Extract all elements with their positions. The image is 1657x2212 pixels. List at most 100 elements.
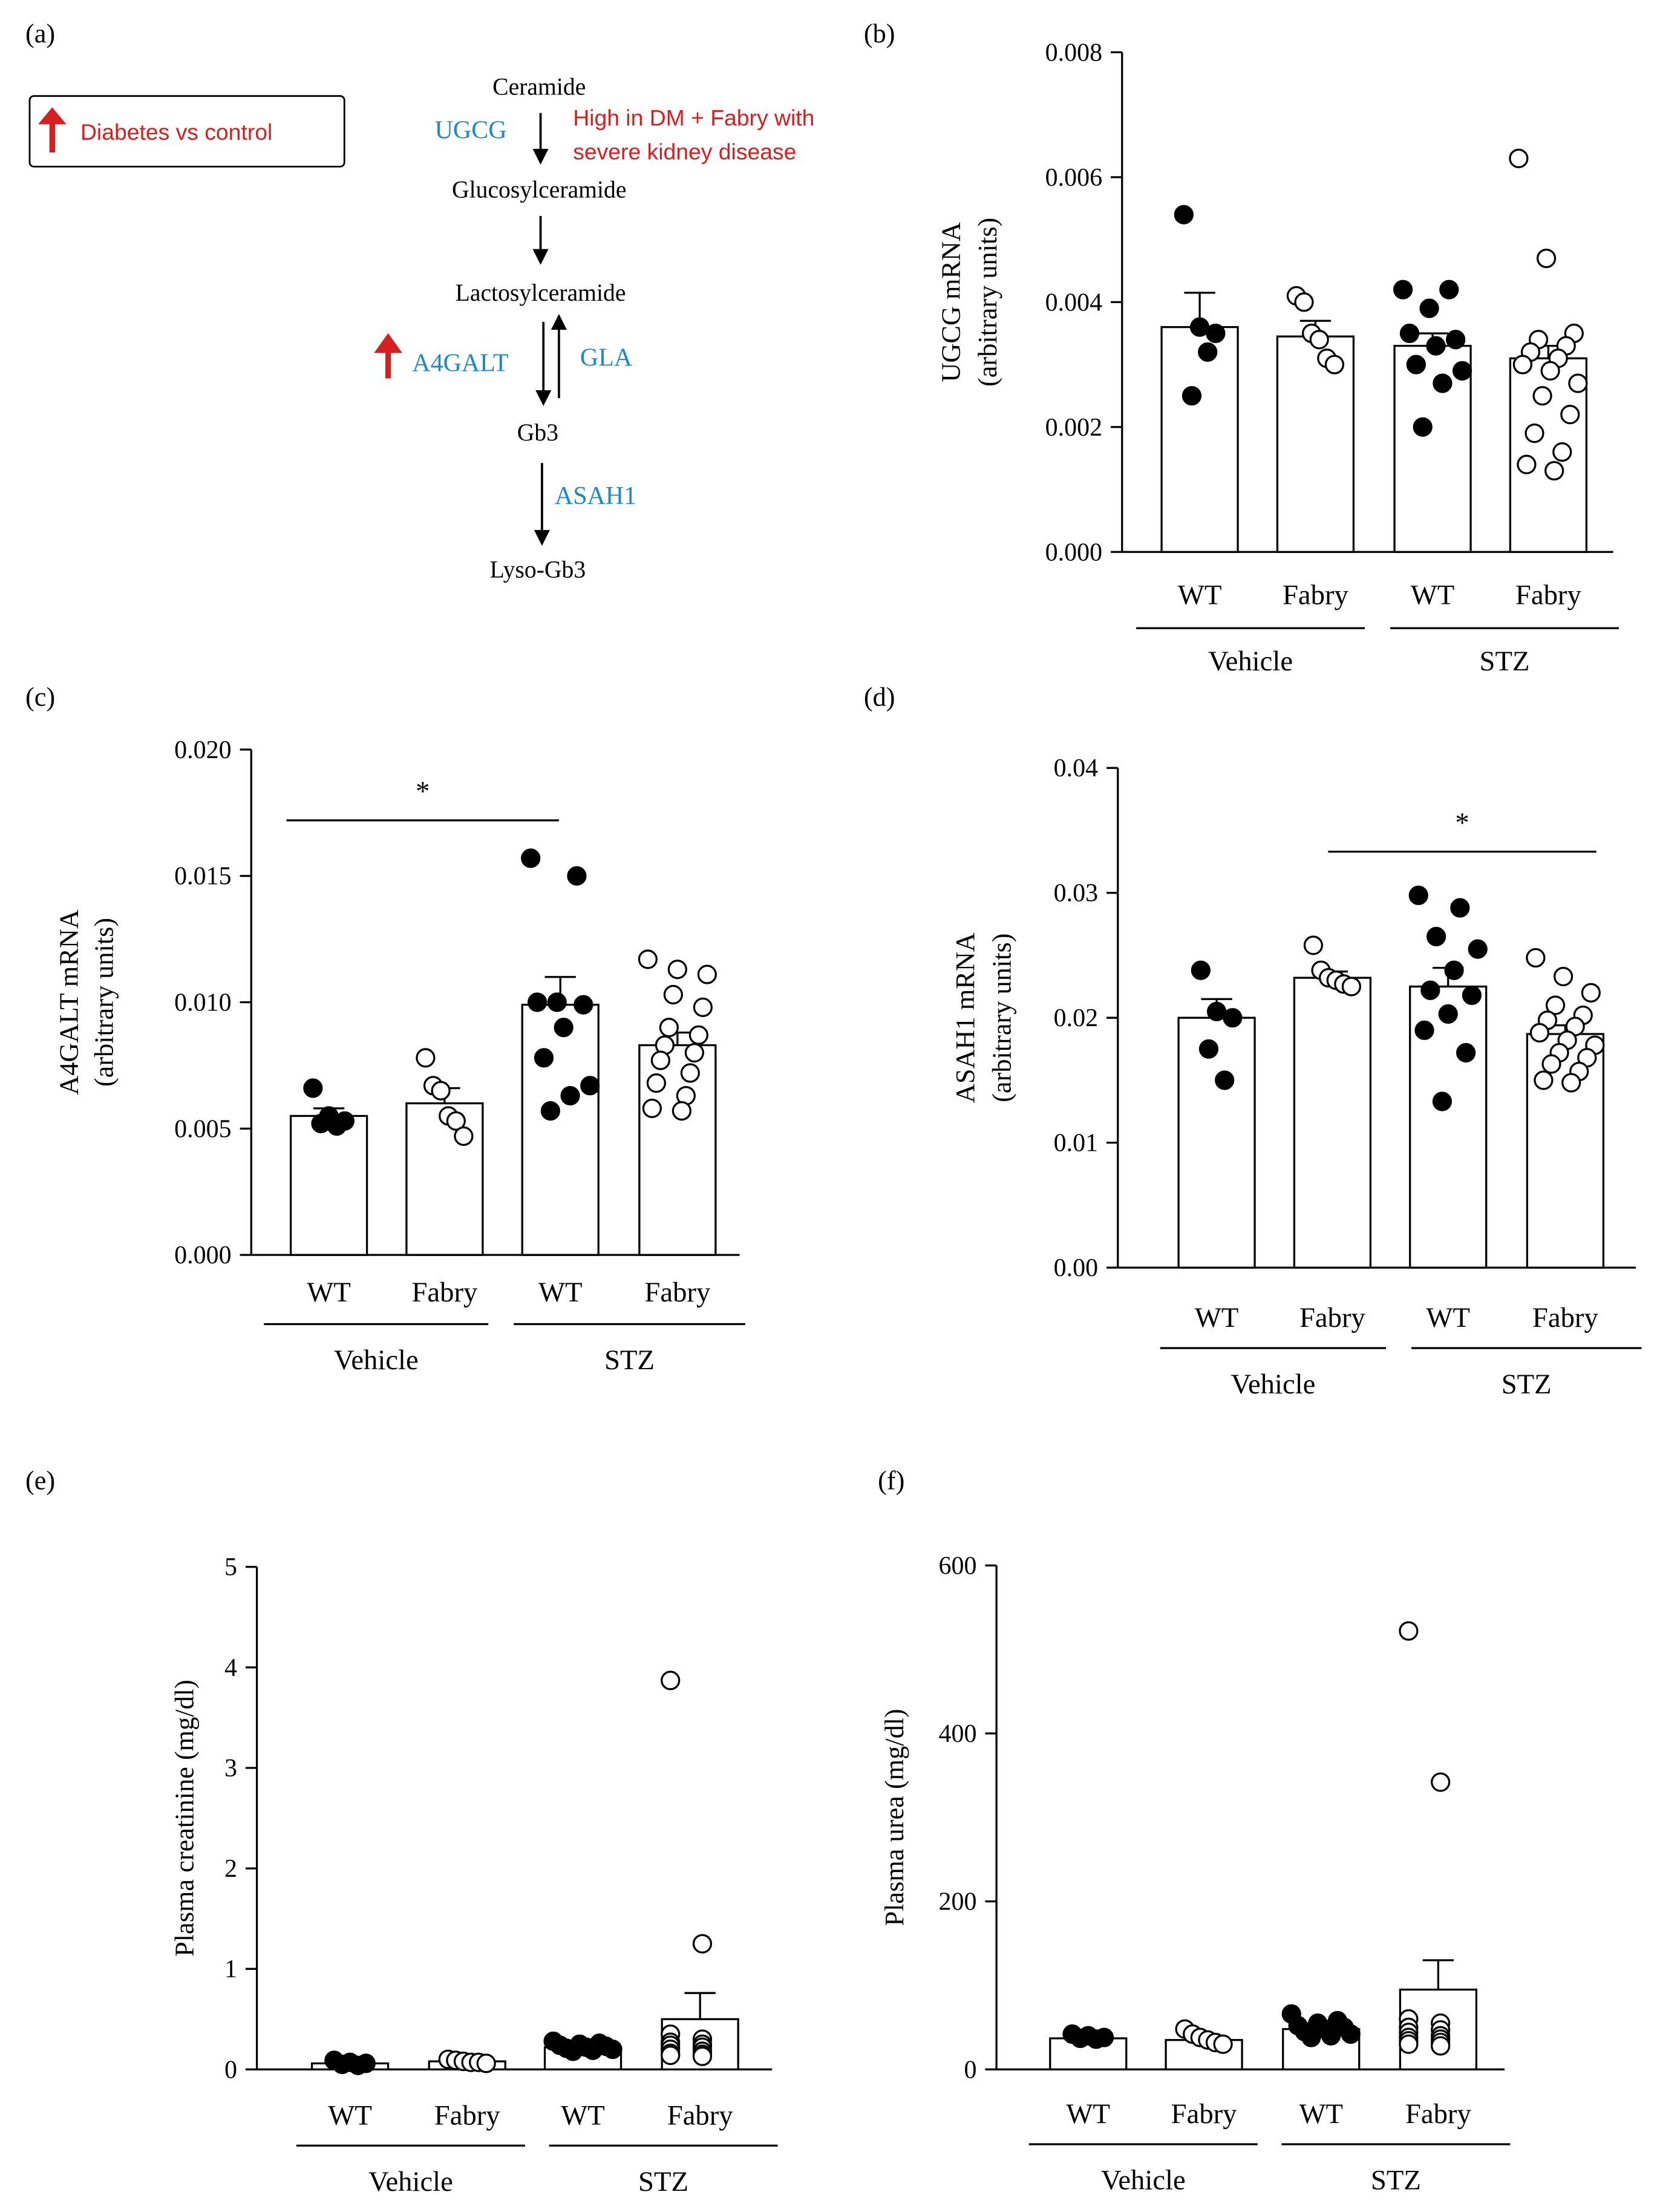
data-point: [1309, 330, 1329, 350]
group-label-vehicle: Vehicle: [334, 1344, 419, 1376]
x-tick-label: Fabry: [667, 2099, 734, 2131]
data-point: [603, 2039, 623, 2060]
significance-star: *: [416, 776, 430, 807]
data-point: [659, 1018, 679, 1038]
y-tick-label: 1: [224, 1955, 237, 1983]
data-point: [1544, 460, 1564, 481]
data-point: [661, 2045, 681, 2066]
data-point: [1223, 1008, 1243, 1028]
panel-label-b: (b): [864, 19, 895, 48]
data-point: [1408, 885, 1428, 905]
group-label-stz: STZ: [638, 2166, 688, 2197]
bar: [1276, 335, 1355, 553]
bar: [405, 1102, 484, 1256]
x-tick-label: Fabry: [1171, 2098, 1238, 2130]
data-point: [692, 2046, 713, 2066]
y-axis-label: A4GALT mRNA: [54, 909, 83, 1095]
y-axis-label: Plasma creatinine (mg/dl): [170, 1680, 200, 1957]
data-point: [1540, 361, 1560, 381]
y-tick-label: 0.015: [174, 863, 231, 891]
data-point: [1452, 361, 1472, 381]
x-tick-label: WT: [1178, 580, 1222, 611]
data-point: [348, 2055, 368, 2075]
data-point: [1191, 960, 1211, 980]
data-point: [684, 1042, 704, 1063]
data-point: [672, 1101, 691, 1121]
data-point: [1450, 898, 1470, 918]
data-point: [1536, 248, 1557, 269]
data-point: [1301, 2027, 1321, 2047]
data-point: [1206, 323, 1226, 344]
y-tick-label: 0.005: [174, 1115, 231, 1143]
data-point: [311, 1113, 331, 1134]
y-tick-label: 0: [224, 2056, 237, 2084]
x-tick-label: Fabry: [644, 1277, 711, 1308]
y-tick-label: 0.020: [174, 736, 231, 764]
data-point: [680, 1063, 700, 1083]
legend-text: Diabetes vs control: [80, 119, 272, 145]
data-point: [521, 848, 541, 868]
x-tick-label: WT: [307, 1277, 351, 1308]
y-tick-label: 0.000: [174, 1242, 231, 1269]
data-point: [476, 2053, 496, 2073]
data-point: [697, 964, 717, 984]
data-point: [1414, 1020, 1434, 1040]
y-tick-label: 0.008: [1045, 39, 1102, 67]
x-tick-label: WT: [1426, 1302, 1470, 1333]
data-point: [1462, 985, 1482, 1006]
data-point: [1086, 2029, 1106, 2049]
data-point: [1456, 1042, 1476, 1063]
data-point: [1294, 292, 1314, 312]
data-point: [528, 992, 547, 1012]
node-gb3: Gb3: [517, 419, 558, 446]
data-point: [1553, 966, 1574, 987]
y-axis-label-units: (arbitrary units): [987, 934, 1016, 1102]
data-point: [638, 949, 658, 969]
panel-label-d: (d): [864, 682, 895, 712]
data-point: [534, 1048, 554, 1068]
data-point: [1413, 417, 1433, 437]
y-tick-label: 3: [224, 1755, 237, 1782]
data-point: [1174, 205, 1194, 224]
bar: [289, 1114, 368, 1256]
data-point: [1517, 454, 1537, 474]
bar: [521, 1004, 600, 1256]
group-label-stz: STZ: [1480, 646, 1530, 677]
data-point: [1206, 1001, 1227, 1021]
x-tick-label: WT: [561, 2099, 605, 2131]
data-point: [563, 2041, 583, 2061]
x-tick-label: WT: [538, 1277, 583, 1308]
data-point: [646, 1073, 666, 1093]
data-point: [574, 995, 593, 1015]
data-point: [1446, 330, 1466, 350]
data-point: [1399, 2034, 1419, 2054]
data-point: [1213, 2034, 1233, 2054]
group-label-stz: STZ: [1371, 2165, 1421, 2196]
data-point: [1432, 1091, 1453, 1111]
data-point: [580, 1076, 600, 1096]
data-point: [693, 997, 713, 1017]
x-tick-label: WT: [1067, 2098, 1111, 2130]
significance-star: *: [1455, 807, 1469, 839]
node-glucosylceramide: Glucosylceramide: [452, 177, 627, 203]
data-point: [1426, 336, 1446, 356]
group-label-vehicle: Vehicle: [1230, 1369, 1315, 1400]
data-point: [1303, 935, 1324, 955]
panel-label-e: (e): [25, 1465, 55, 1495]
data-point: [1420, 980, 1440, 1000]
data-point: [431, 1081, 451, 1101]
chart-creatinine: 0 1 2 3 4 5 Plasma creatinine (mg/dl) WT Fabry WT…: [170, 1554, 778, 2197]
y-tick-label: 2: [224, 1855, 237, 1883]
data-point: [642, 1098, 662, 1119]
data-point: [446, 1111, 466, 1131]
node-lyso-gb3: Lyso-Gb3: [490, 556, 586, 583]
y-tick-label: 0: [964, 2056, 976, 2084]
x-tick-label: Fabry: [1515, 580, 1582, 611]
data-point: [1529, 1023, 1549, 1043]
data-point: [1393, 280, 1413, 299]
data-point: [547, 992, 567, 1012]
chart-a4galt: 0.000 0.005 0.010 0.015 0.020 A4GALT mRNA (arb…: [54, 736, 745, 1376]
data-point: [667, 960, 687, 980]
data-point: [1438, 1004, 1458, 1024]
